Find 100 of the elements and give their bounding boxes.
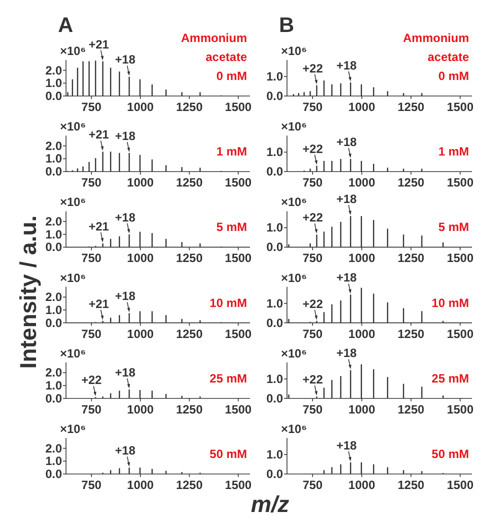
y-axis-title: Intensity / a.u.: [15, 215, 41, 369]
x-tick-label: 1250: [398, 326, 425, 341]
x-tick-label: 1000: [127, 326, 154, 341]
annotation: +18: [115, 52, 136, 67]
annotation: 0 mM: [216, 69, 247, 83]
annotation: +22: [81, 373, 102, 388]
x-tick-label: 1500: [224, 478, 252, 492]
x-tick-label: 1500: [446, 100, 474, 114]
annotation: 25 mM: [210, 371, 247, 386]
text: ×10⁶: [281, 270, 307, 285]
x-tick-label: 1000: [348, 478, 376, 492]
chart-title: A: [58, 14, 74, 37]
x-tick-label: 1250: [398, 176, 425, 190]
x-tick-label: 1000: [127, 402, 154, 416]
x-axis-title: m/z: [250, 491, 290, 517]
text: ×10⁶: [60, 195, 86, 210]
annotation: +18: [115, 365, 136, 380]
x-tick-label: 1250: [398, 478, 425, 492]
annotation: +18: [336, 270, 358, 285]
x-tick-label: 750: [302, 326, 323, 341]
x-tick-label: 750: [302, 176, 323, 190]
annotation: +18: [115, 128, 136, 143]
y-tick-label: 0.0: [45, 164, 62, 179]
y-tick-label: 0.0: [266, 89, 284, 103]
text: ×10⁶: [281, 346, 307, 360]
y-tick-label: 0.0: [266, 391, 284, 406]
y-tick-label: 1.0: [45, 302, 62, 317]
x-tick-label: 1250: [176, 326, 203, 341]
x-tick-label: 750: [302, 478, 323, 492]
y-tick-label: 2.0: [45, 366, 62, 380]
annotation: 10 mM: [210, 296, 247, 310]
annotation: +21: [88, 37, 110, 52]
x-tick-label: 1250: [398, 251, 425, 266]
annotation: +22: [302, 296, 324, 311]
annotation: 50 mM: [210, 447, 247, 461]
x-tick-label: 750: [302, 402, 323, 416]
y-tick-label: 0.0: [266, 467, 284, 481]
x-tick-label: 1000: [127, 100, 154, 114]
text: ×10⁶: [60, 422, 86, 436]
y-tick-label: 0.0: [45, 240, 62, 254]
chart-title: B: [279, 14, 294, 37]
y-tick-label: 0.0: [266, 316, 284, 330]
text: ×10⁶: [60, 44, 86, 58]
x-tick-label: 1500: [224, 176, 252, 190]
y-tick-label: 0.0: [266, 164, 284, 179]
annotation: 50 mM: [432, 447, 469, 461]
text: ×10⁶: [281, 120, 307, 134]
annotation: +22: [302, 210, 324, 225]
y-tick-label: 1.0: [266, 145, 284, 160]
y-tick-label: 1.0: [45, 227, 62, 242]
y-tick-label: 1.0: [45, 378, 62, 393]
y-tick-label: 1.0: [45, 152, 62, 166]
x-tick-label: 1500: [224, 402, 252, 416]
y-tick-label: 0.0: [45, 89, 62, 103]
y-tick-label: 2.0: [45, 63, 62, 78]
y-tick-label: 1.0: [266, 372, 284, 386]
annotation: +18: [115, 444, 136, 458]
y-tick-label: 2.0: [45, 290, 62, 304]
x-tick-label: 1000: [127, 478, 154, 492]
y-tick-label: 0.0: [45, 467, 62, 481]
x-tick-label: 1000: [348, 402, 376, 416]
x-tick-label: 1500: [446, 176, 474, 190]
x-tick-label: 750: [81, 176, 102, 190]
y-tick-label: 1.0: [45, 76, 62, 90]
text: ×10⁶: [281, 422, 307, 436]
y-tick-label: 2.0: [45, 441, 62, 456]
text: ×10⁶: [60, 120, 86, 134]
x-tick-label: 1250: [398, 402, 425, 416]
annotation: 1 mM: [216, 144, 247, 159]
annotation: +18: [336, 346, 358, 360]
x-tick-label: 1000: [127, 176, 154, 190]
x-tick-label: 1250: [176, 251, 203, 266]
y-tick-label: 1.0: [266, 70, 284, 84]
annotation: +21: [88, 296, 110, 311]
y-tick-label: 2.0: [45, 214, 62, 228]
x-tick-label: 1500: [446, 402, 474, 416]
x-tick-label: 1000: [348, 251, 376, 266]
x-tick-label: 1000: [127, 251, 154, 266]
x-tick-label: 750: [81, 251, 102, 266]
annotation: +22: [302, 61, 324, 76]
annotation: +18: [115, 210, 136, 224]
x-tick-label: 1500: [224, 326, 252, 341]
x-tick-label: 1500: [446, 251, 474, 266]
x-tick-label: 1250: [176, 478, 203, 492]
y-tick-label: 0.0: [45, 391, 62, 406]
y-tick-label: 0.0: [45, 316, 62, 330]
annotation: +21: [88, 128, 110, 142]
text: ×10⁶: [281, 44, 307, 58]
annotation: +21: [88, 219, 110, 234]
annotation: Ammonium acetate: [181, 31, 248, 64]
x-tick-label: 1000: [348, 100, 376, 114]
x-tick-label: 750: [81, 478, 102, 492]
x-tick-label: 1250: [398, 100, 425, 114]
x-tick-label: 1000: [348, 176, 376, 190]
x-tick-label: 1500: [224, 100, 252, 114]
annotation: +22: [302, 372, 324, 386]
annotation: +18: [336, 58, 358, 72]
annotation: 25 mM: [432, 371, 469, 386]
x-tick-label: 750: [81, 326, 102, 341]
y-tick-label: 1.0: [266, 220, 284, 235]
